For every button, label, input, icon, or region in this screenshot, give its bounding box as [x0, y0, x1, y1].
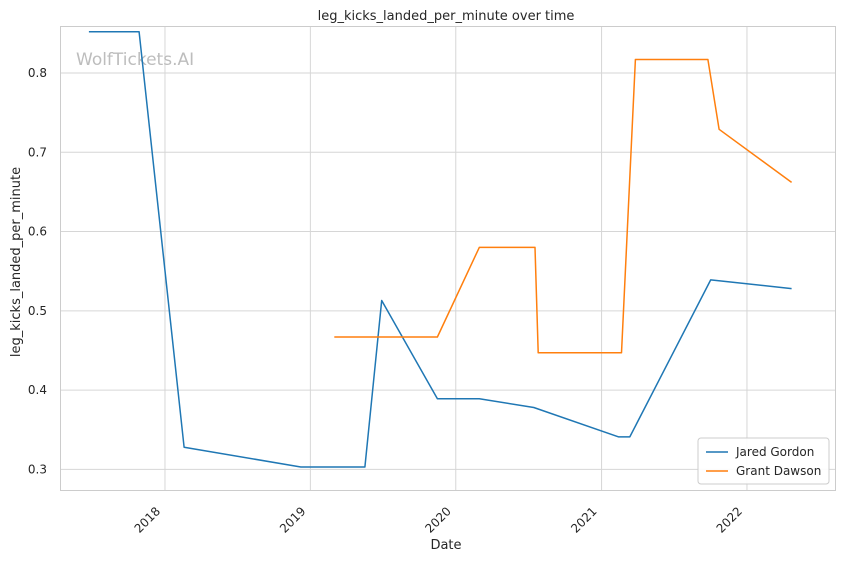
y-axis-title: leg_kicks_landed_per_minute	[9, 167, 24, 357]
y-tick-label: 0.7	[28, 145, 47, 159]
y-axis-ticks: 0.3 0.4 0.5 0.6 0.7 0.8	[28, 66, 47, 476]
y-tick-label: 0.8	[28, 66, 47, 80]
x-tick-label: 2019	[277, 504, 308, 535]
legend-label: Jared Gordon	[735, 445, 814, 459]
y-tick-label: 0.3	[28, 462, 47, 476]
watermark: WolfTickets.AI	[76, 50, 194, 70]
series-layer	[88, 31, 793, 468]
x-tick-label: 2021	[568, 504, 599, 535]
y-tick-label: 0.5	[28, 304, 47, 318]
legend: Jared Gordon Grant Dawson	[697, 437, 830, 485]
x-axis-title: Date	[430, 538, 461, 553]
x-tick-label: 2020	[422, 504, 453, 535]
chart-title: leg_kicks_landed_per_minute over time	[318, 9, 575, 24]
legend-label: Grant Dawson	[736, 464, 821, 478]
x-axis-ticks: 2018 2019 2020 2021 2022	[132, 504, 745, 535]
x-tick-label: 2018	[132, 504, 163, 535]
x-tick-label: 2022	[714, 504, 745, 535]
gridlines	[61, 27, 835, 490]
plot-area	[60, 26, 836, 491]
y-tick-label: 0.6	[28, 225, 47, 239]
series-line-grant-dawson	[334, 58, 793, 354]
y-tick-label: 0.4	[28, 383, 47, 397]
legend-box	[697, 437, 830, 485]
series-line-jared-gordon	[88, 31, 792, 468]
